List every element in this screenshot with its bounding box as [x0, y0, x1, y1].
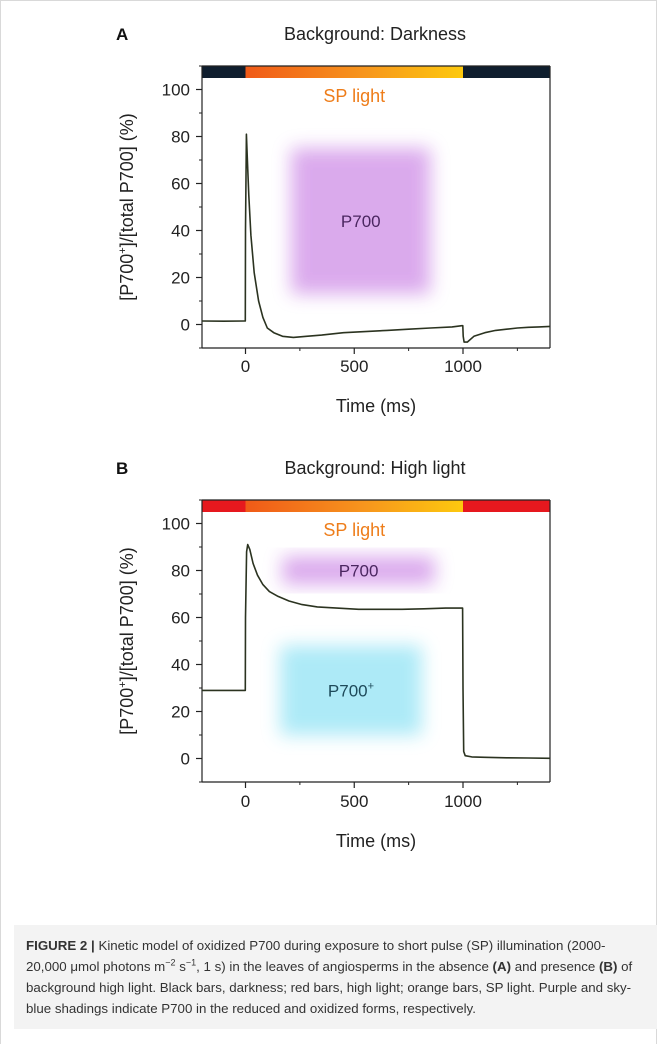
y-tick-label: 80	[171, 128, 190, 147]
y-axis-label-superscript: +	[117, 681, 129, 687]
caption-text: μ	[70, 959, 79, 974]
y-axis-label-part: ]/[total P700] (%)	[117, 113, 137, 247]
x-axis-label: Time (ms)	[336, 396, 416, 416]
y-axis-label-part: [P700	[117, 254, 137, 301]
y-tick-label: 0	[181, 750, 190, 769]
y-tick-label: 20	[171, 703, 190, 722]
caption-text: s	[175, 959, 186, 974]
y-axis-label-part: [P700	[117, 688, 137, 735]
caption-text: of background high light. Black bars, da…	[26, 959, 633, 1016]
y-axis-label: [P700+]/[total P700] (%)	[117, 113, 137, 301]
y-tick-label: 60	[171, 175, 190, 194]
x-tick-label: 0	[241, 792, 250, 811]
region-label-superscript: +	[368, 680, 374, 692]
caption-text: , 1 s) in the leaves of angiosperms in t…	[196, 959, 493, 974]
panel-label: A	[116, 25, 128, 44]
shaded-region	[282, 556, 435, 585]
background-light-bar-segment	[463, 500, 550, 512]
background-light-bar-segment	[202, 66, 246, 78]
x-tick-label: 500	[340, 357, 368, 376]
y-axis-label-superscript: +	[117, 247, 129, 253]
shaded-region	[291, 148, 431, 294]
caption-text: Kinetic model of oxidized P700 during ex…	[26, 938, 606, 974]
region-label: P700	[339, 562, 379, 581]
caption-superscript: −1	[185, 957, 197, 968]
caption-panel-ref: (B)	[598, 959, 618, 974]
figure-caption: FIGURE 2 | Kinetic model of oxidized P70…	[14, 925, 657, 1029]
x-tick-label: 500	[340, 792, 368, 811]
y-tick-label: 60	[171, 609, 190, 628]
panel-label: B	[116, 459, 128, 478]
sp-light-label: SP light	[323, 86, 385, 106]
region-label: P700	[341, 212, 381, 231]
sp-light-bar-segment	[245, 500, 463, 512]
y-tick-label: 0	[181, 316, 190, 335]
chart-title: Background: Darkness	[284, 24, 466, 44]
caption-text: and presence	[511, 959, 599, 974]
y-tick-label: 100	[162, 515, 190, 534]
caption-panel-ref: (A)	[492, 959, 512, 974]
y-tick-label: 80	[171, 562, 190, 581]
x-tick-label: 0	[241, 357, 250, 376]
series-line	[202, 543, 551, 760]
y-axis-label: [P700+]/[total P700] (%)	[117, 547, 137, 735]
y-tick-label: 20	[171, 269, 190, 288]
series-line	[201, 133, 551, 343]
caption-superscript: −2	[165, 957, 176, 968]
background-light-bar-segment	[463, 66, 550, 78]
shaded-region	[280, 645, 422, 735]
y-tick-label: 40	[171, 656, 190, 675]
x-tick-label: 1000	[444, 357, 482, 376]
chart-title: Background: High light	[284, 458, 465, 478]
region-label: P700+	[328, 680, 374, 700]
y-tick-label: 100	[162, 81, 190, 100]
sp-light-label: SP light	[323, 520, 385, 540]
y-axis-label-part: ]/[total P700] (%)	[117, 547, 137, 681]
background-light-bar-segment	[202, 500, 246, 512]
sp-light-bar-segment	[245, 66, 463, 78]
x-axis-label: Time (ms)	[336, 831, 416, 851]
x-tick-label: 1000	[444, 792, 482, 811]
y-tick-label: 40	[171, 222, 190, 241]
caption-label: FIGURE 2 |	[26, 938, 95, 953]
caption-text: mol photons m	[78, 959, 166, 974]
